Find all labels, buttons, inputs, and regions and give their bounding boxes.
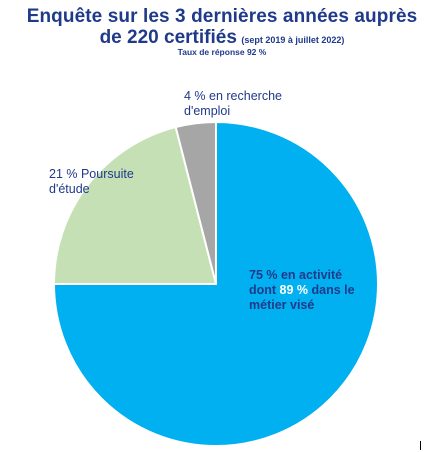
edge-tick-mark xyxy=(420,441,421,450)
label-en-activite-line3: métier visé xyxy=(249,298,315,312)
chart-title-date-range: (sept 2019 à juillet 2022) xyxy=(241,35,345,45)
label-en-activite-line1: 75 % en activité xyxy=(249,268,343,282)
chart-title-line2: de 220 certifiés (sept 2019 à juillet 20… xyxy=(0,27,444,49)
label-recherche-emploi-line2: d'emploi xyxy=(184,104,231,118)
label-en-activite-percent: 89 % xyxy=(279,283,309,297)
chart-title: Enquête sur les 3 dernières années auprè… xyxy=(26,6,418,27)
label-en-activite-line2: dont 89 % dans le xyxy=(249,283,355,298)
label-recherche-emploi-line1: 4 % en recherche xyxy=(184,89,282,103)
pie-slices xyxy=(53,121,379,447)
pie-slice-2 xyxy=(174,121,217,285)
chart-subtitle-response-rate: Taux de réponse 92 % xyxy=(177,47,267,57)
pie-slice-1 xyxy=(53,126,217,285)
label-en-activite: 75 % en activité dont 89 % dans le métie… xyxy=(249,268,355,313)
label-poursuite-etude-line2: d'étude xyxy=(49,182,90,196)
label-poursuite-etude-line1: 21 % Poursuite xyxy=(49,167,134,181)
label-en-activite-dans-le: dans le xyxy=(308,283,355,297)
chart-title-main: de 220 certifiés xyxy=(99,27,237,48)
label-en-activite-dont: dont xyxy=(249,283,280,297)
label-recherche-emploi: 4 % en recherche d'emploi xyxy=(184,89,282,119)
label-poursuite-etude: 21 % Poursuite d'étude xyxy=(49,167,134,197)
